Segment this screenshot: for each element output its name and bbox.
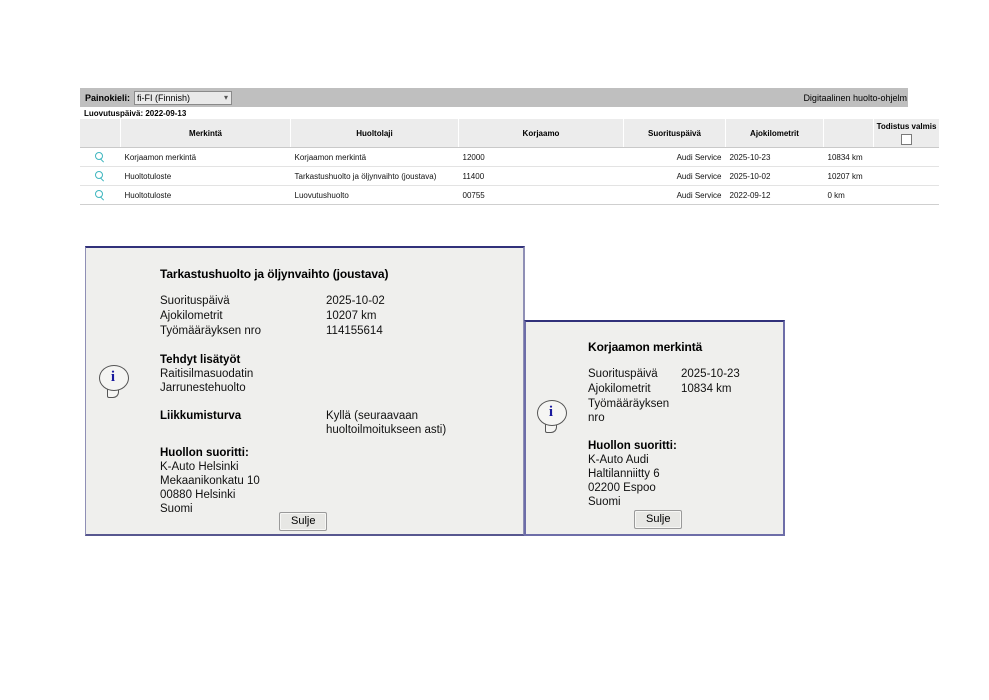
delivery-date: Luovutuspäivä: 2022-09-13 <box>84 109 187 118</box>
col-header-blank <box>823 119 874 148</box>
cell-code: 00755 <box>458 185 624 205</box>
cell-korjaamo: Audi Service <box>623 147 726 167</box>
language-select[interactable]: fi-FI (Finnish) ▾ <box>134 90 233 105</box>
field-key: Suorituspäivä <box>588 368 658 380</box>
cell-ajokilometrit: 0 km <box>823 185 874 205</box>
field-key: Työmääräyksen nro <box>160 325 261 337</box>
popup-left-field-ajokilometrit: Ajokilometrit 10207 km <box>160 309 510 324</box>
field-value: 10207 km <box>326 310 377 322</box>
popup-right-performer-line: 02200 Espoo <box>588 482 656 494</box>
popup-left-field-tyomaarayksen-nro: Työmääräyksen nro 114155614 <box>160 324 510 339</box>
cell-korjaamo: Audi Service <box>623 166 726 186</box>
popup-right-performer-line: Haltilanniitty 6 <box>588 468 660 480</box>
info-icon: i <box>537 400 567 434</box>
popup-right-performer-line: Suomi <box>588 496 621 508</box>
popup-right-field-tyomaarayksen-nro: Työmääräyksen nro <box>588 397 778 425</box>
table-row[interactable]: Korjaamon merkintä Korjaamon merkintä 12… <box>80 147 939 167</box>
service-table-wrapper: Merkintä Huoltolaji Korjaamo Suorituspäi… <box>80 119 939 205</box>
popup-right-field-suorituspaiva: Suorituspäivä 2025-10-23 <box>588 367 778 382</box>
field-key: Ajokilometrit <box>588 383 651 395</box>
col-header-korjaamo[interactable]: Korjaamo <box>458 119 624 148</box>
popup-right-performer-title: Huollon suoritti: <box>588 440 677 452</box>
cell-suorituspaiva: 2025-10-23 <box>725 147 824 167</box>
field-value: 10834 km <box>681 383 732 395</box>
cell-todistus <box>873 185 939 205</box>
field-value: 114155614 <box>326 325 383 337</box>
chevron-down-icon: ▾ <box>224 92 229 102</box>
service-detail-popup-left: i Tarkastushuolto ja öljynvaihto (jousta… <box>85 246 525 536</box>
cell-ajokilometrit: 10207 km <box>823 166 874 186</box>
popup-left-mobility-label: Liikkumisturva <box>160 410 242 422</box>
popup-left-performer-line: Mekaanikonkatu 10 <box>160 475 260 487</box>
cell-code: 12000 <box>458 147 624 167</box>
field-value: 2025-10-02 <box>326 295 385 307</box>
cell-huoltolaji: Luovutushuolto <box>290 185 459 205</box>
table-header-row: Merkintä Huoltolaji Korjaamo Suorituspäi… <box>80 119 939 148</box>
info-icon: i <box>99 365 129 399</box>
cell-huoltolaji: Korjaamon merkintä <box>290 147 459 167</box>
close-button-left[interactable]: Sulje <box>279 512 328 531</box>
popup-right-performer-line: K-Auto Audi <box>588 454 649 466</box>
service-table: Merkintä Huoltolaji Korjaamo Suorituspäi… <box>80 119 939 205</box>
top-toolbar: Painokieli: fi-FI (Finnish) ▾ Digitaalin… <box>80 88 908 107</box>
popup-left-title: Tarkastushuolto ja öljynvaihto (joustava… <box>160 267 389 281</box>
col-header-merkinta[interactable]: Merkintä <box>120 119 291 148</box>
popup-left-field-suorituspaiva: Suorituspäivä 2025-10-02 <box>160 294 510 309</box>
cell-merkinta: Korjaamon merkintä <box>120 147 291 167</box>
field-value: 2025-10-23 <box>681 368 740 380</box>
popup-right-order-label-line1: Työmääräyksen <box>588 398 670 410</box>
cell-todistus <box>873 147 939 167</box>
service-detail-popup-right: i Korjaamon merkintä Suorituspäivä 2025-… <box>524 320 785 536</box>
popup-left-mobility-value-line2: huoltoilmoitukseen asti) <box>326 424 447 436</box>
col-header-huoltolaji[interactable]: Huoltolaji <box>290 119 459 148</box>
col-header-todistus-label: Todistus valmis <box>876 121 937 131</box>
popup-right-field-ajokilometrit: Ajokilometrit 10834 km <box>588 382 778 397</box>
cell-code: 11400 <box>458 166 624 186</box>
col-header-ajokilometrit[interactable]: Ajokilometrit <box>725 119 824 148</box>
close-button-right[interactable]: Sulje <box>634 510 683 529</box>
cell-todistus <box>873 166 939 186</box>
popup-left-extra-works-title: Tehdyt lisätyöt <box>160 354 241 366</box>
cell-merkinta: Huoltotuloste <box>120 185 291 205</box>
row-detail-button[interactable] <box>80 166 121 186</box>
magnifier-icon[interactable] <box>94 151 106 163</box>
cell-suorituspaiva: 2025-10-02 <box>725 166 824 186</box>
popup-left-extra-work-item: Jarrunestehuolto <box>160 382 246 394</box>
cell-ajokilometrit: 10834 km <box>823 147 874 167</box>
cell-merkinta: Huoltotuloste <box>120 166 291 186</box>
popup-right-order-label-line2: nro <box>588 412 605 424</box>
magnifier-icon[interactable] <box>94 189 106 201</box>
cell-suorituspaiva: 2022-09-12 <box>725 185 824 205</box>
row-detail-button[interactable] <box>80 185 121 205</box>
row-detail-button[interactable] <box>80 147 121 167</box>
cell-huoltolaji: Tarkastushuolto ja öljynvaihto (joustava… <box>290 166 459 186</box>
popup-left-performer-line: 00880 Helsinki <box>160 489 236 501</box>
popup-left-mobility-value-line1: Kyllä (seuraavaan <box>326 410 419 422</box>
field-key: Suorituspäivä <box>160 295 230 307</box>
magnifier-icon[interactable] <box>94 170 106 182</box>
app-title: Digitaalinen huolto-ohjelm <box>803 92 907 103</box>
col-header-todistus-valmis: Todistus valmis <box>873 119 939 148</box>
col-header-icon <box>80 119 121 148</box>
language-select-value: fi-FI (Finnish) <box>137 92 191 103</box>
popup-left-performer-line: Suomi <box>160 503 193 515</box>
popup-right-title: Korjaamon merkintä <box>588 340 703 354</box>
popup-left-mobility: Liikkumisturva Kyllä (seuraavaan huoltoi… <box>160 409 510 437</box>
popup-left-performer-title: Huollon suoritti: <box>160 447 249 459</box>
cell-korjaamo: Audi Service <box>623 185 726 205</box>
popup-left-performer-line: K-Auto Helsinki <box>160 461 239 473</box>
field-key: Ajokilometrit <box>160 310 223 322</box>
table-row[interactable]: Huoltotuloste Luovutushuolto 00755 Audi … <box>80 185 939 205</box>
table-row[interactable]: Huoltotuloste Tarkastushuolto ja öljynva… <box>80 166 939 186</box>
todistus-valmis-checkbox[interactable] <box>901 133 912 145</box>
language-label: Painokieli: <box>85 92 131 103</box>
popup-left-extra-work-item: Raitisilmasuodatin <box>160 368 254 380</box>
col-header-suorituspaiva[interactable]: Suorituspäivä <box>623 119 726 148</box>
